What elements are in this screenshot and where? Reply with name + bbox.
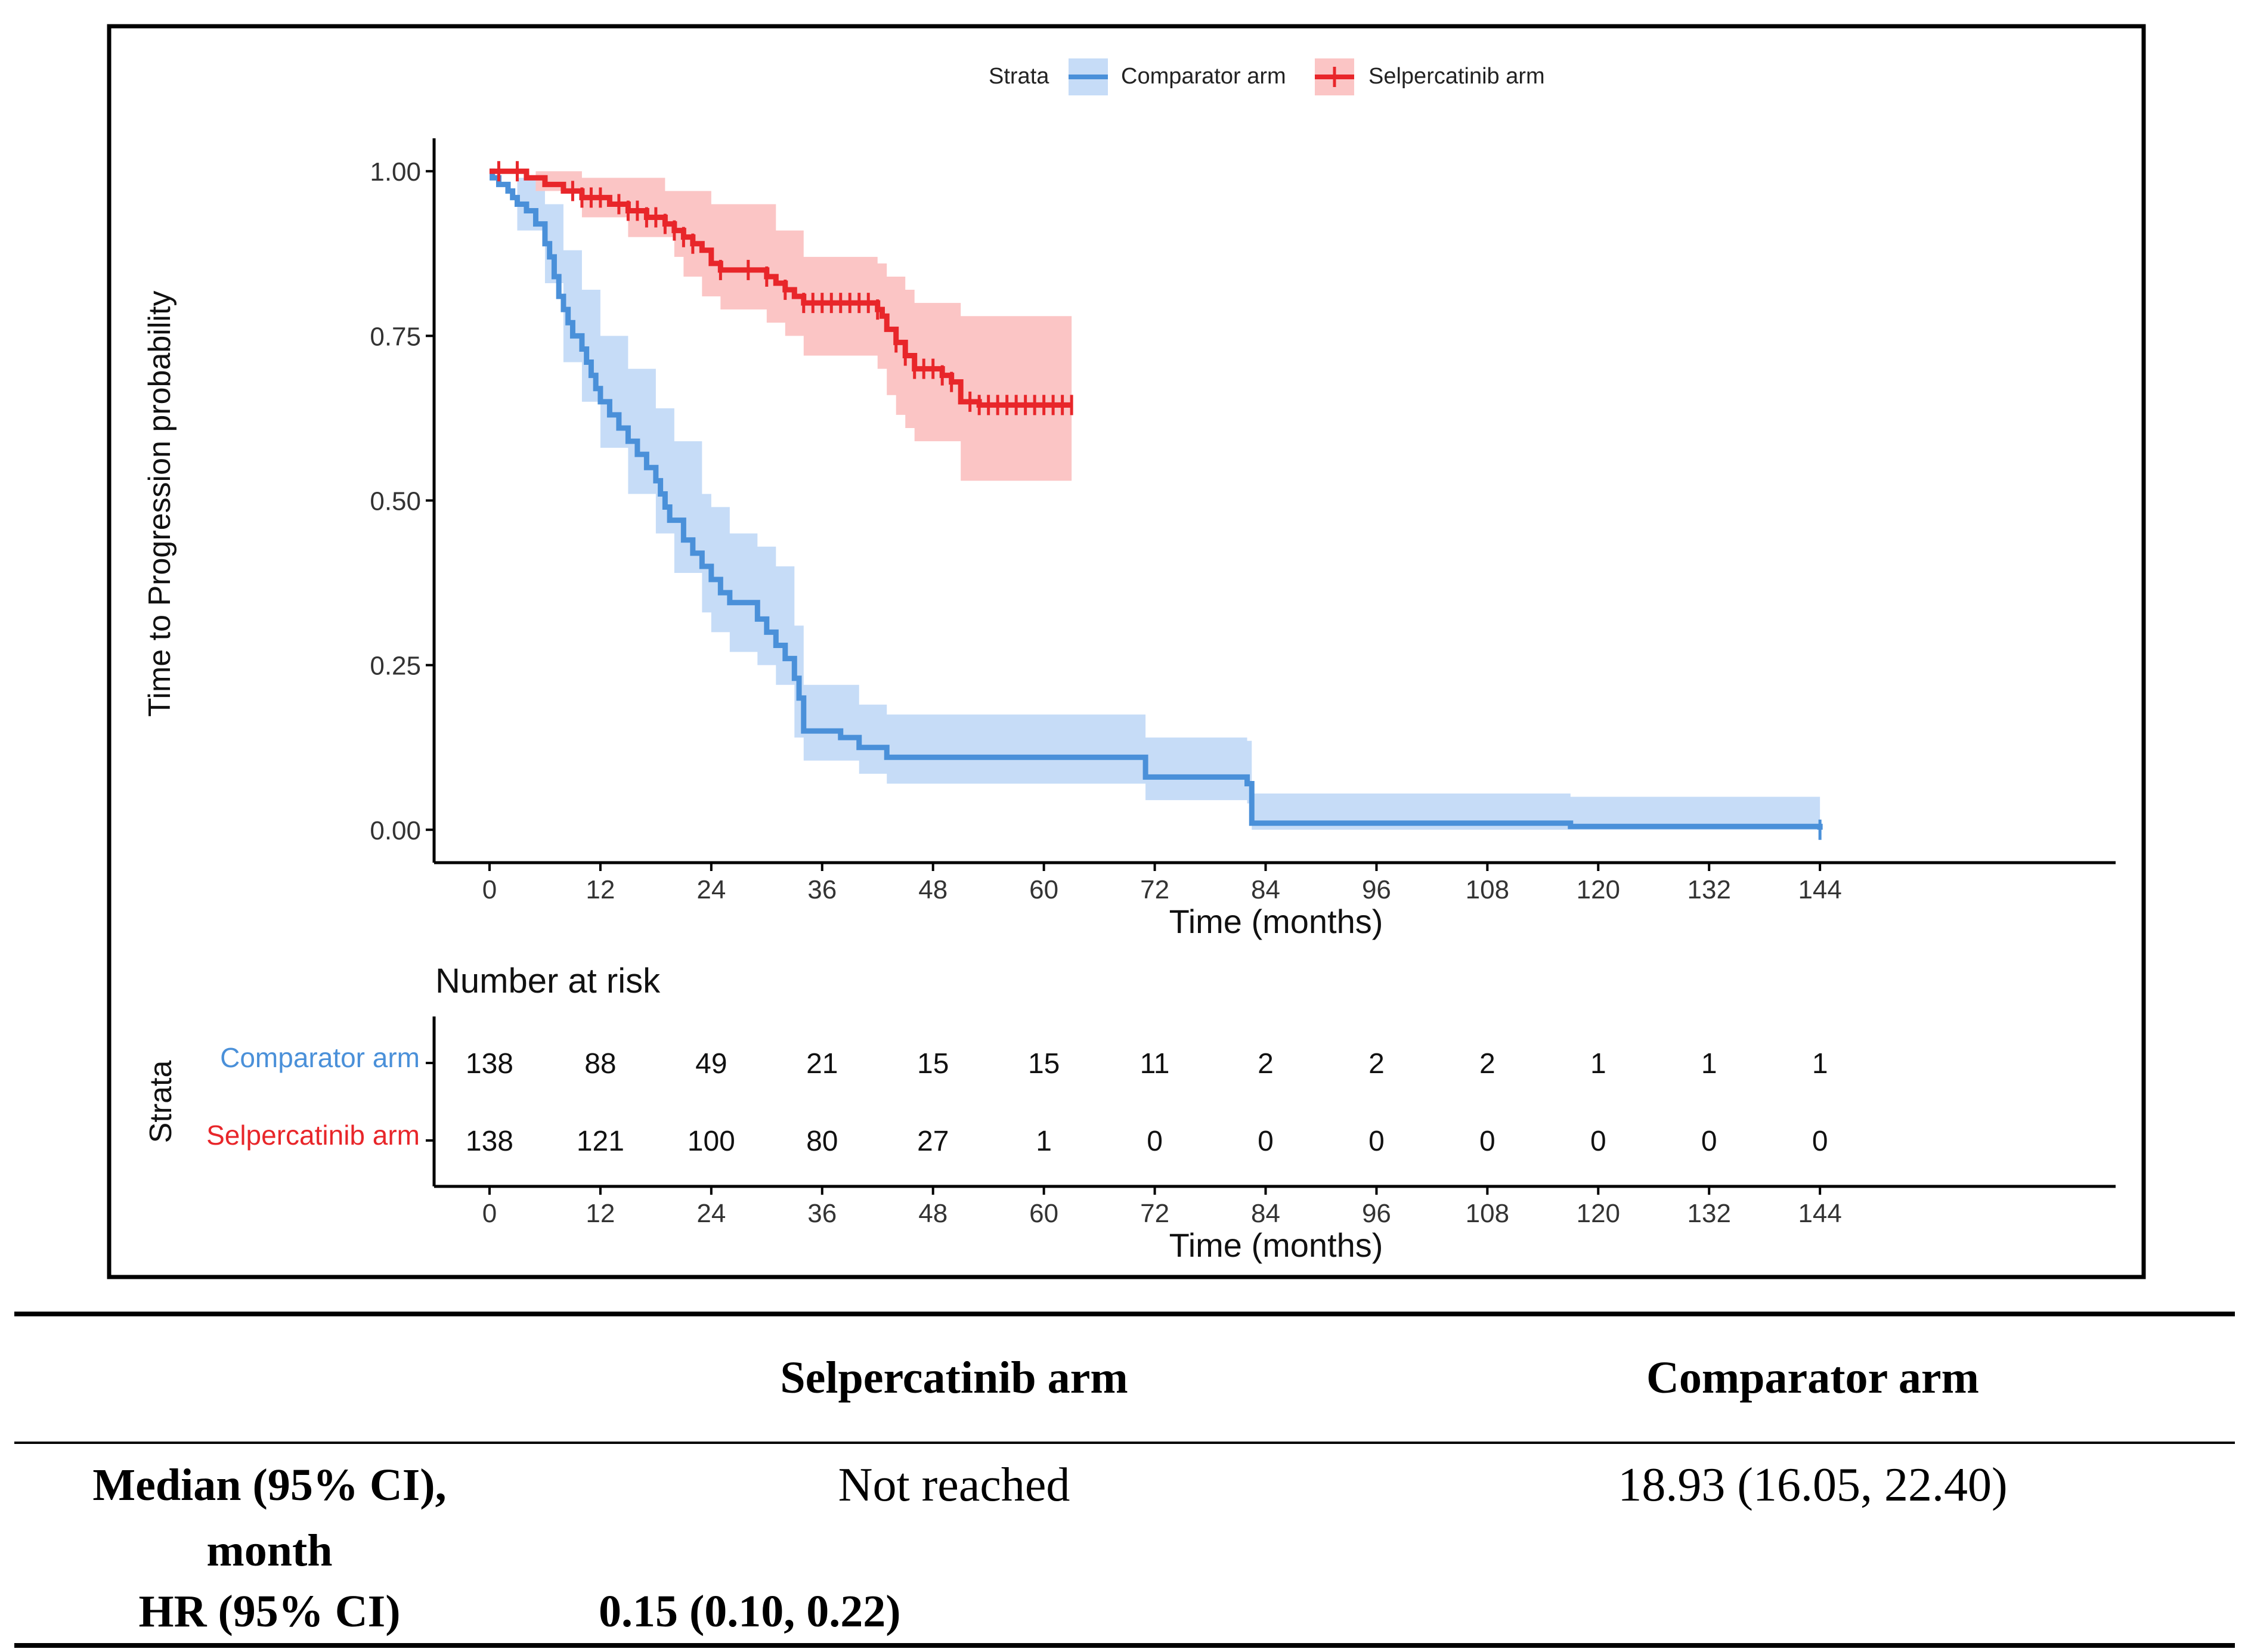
risk-count: 2 bbox=[1368, 1048, 1385, 1080]
risk-count: 138 bbox=[466, 1126, 513, 1157]
main-y-tick-label: 0.25 bbox=[370, 652, 421, 681]
risk-x-tick-label: 36 bbox=[807, 1199, 837, 1228]
main-x-tick-label: 0 bbox=[482, 875, 497, 904]
main-x-tick-label: 108 bbox=[1466, 875, 1509, 904]
median-label-line2: month bbox=[206, 1526, 333, 1576]
ci-bands bbox=[489, 171, 1820, 830]
risk-axes: 0 12 24 36 48 60 72 84 96 108 120 132 144 bbox=[426, 1016, 2116, 1228]
risk-count: 0 bbox=[1147, 1126, 1163, 1157]
risk-row-label-comparator: Comparator arm bbox=[220, 1042, 420, 1073]
risk-x-tick-label: 132 bbox=[1687, 1199, 1731, 1228]
risk-x-tick-label: 48 bbox=[918, 1199, 947, 1228]
risk-count: 0 bbox=[1258, 1126, 1274, 1157]
risk-x-tick-label: 60 bbox=[1029, 1199, 1058, 1228]
legend: Strata Comparator arm Selpercatinib arm bbox=[989, 58, 1545, 95]
risk-x-tick-label: 0 bbox=[482, 1199, 497, 1228]
risk-count: 49 bbox=[695, 1048, 727, 1080]
hr-value: 0.15 (0.10, 0.22) bbox=[599, 1586, 901, 1636]
risk-count: 21 bbox=[806, 1048, 838, 1080]
main-y-tick-label: 1.00 bbox=[370, 157, 421, 187]
risk-row-label-selpercatinib: Selpercatinib arm bbox=[206, 1120, 420, 1151]
risk-count: 15 bbox=[1028, 1048, 1060, 1080]
risk-count: 0 bbox=[1701, 1126, 1717, 1157]
risk-x-tick-label: 120 bbox=[1577, 1199, 1620, 1228]
main-x-tick-label: 144 bbox=[1798, 875, 1841, 904]
results-table: Selpercatinib arm Comparator arm Median … bbox=[14, 1312, 2235, 1651]
risk-count: 100 bbox=[688, 1126, 735, 1157]
main-x-tick-label: 72 bbox=[1140, 875, 1169, 904]
risk-x-tick-label: 108 bbox=[1466, 1199, 1509, 1228]
hr-label: HR (95% CI) bbox=[138, 1586, 401, 1636]
risk-count: 88 bbox=[584, 1048, 616, 1080]
legend-title: Strata bbox=[989, 64, 1049, 89]
main-y-axis-label: Time to Progression probability bbox=[143, 291, 177, 717]
table-rule-top bbox=[14, 1312, 2235, 1316]
risk-count: 121 bbox=[577, 1126, 624, 1157]
risk-count: 1 bbox=[1812, 1048, 1828, 1080]
main-x-tick-label: 48 bbox=[918, 875, 947, 904]
median-selpercatinib: Not reached bbox=[838, 1459, 1070, 1511]
risk-table: Number at risk Strata Comparator arm Sel… bbox=[144, 962, 2116, 1264]
legend-label-selpercatinib: Selpercatinib arm bbox=[1368, 64, 1545, 89]
main-plot: 0.00 0.25 0.50 0.75 1.00 0 12 24 36 48 60 72 84 96 108… bbox=[143, 138, 2116, 940]
risk-x-tick-label: 12 bbox=[586, 1199, 615, 1228]
risk-x-axis-label: Time (months) bbox=[1169, 1226, 1383, 1264]
main-y-tick-label: 0.00 bbox=[370, 816, 421, 845]
table-rule-mid bbox=[14, 1442, 2235, 1444]
main-x-tick-label: 132 bbox=[1687, 875, 1731, 904]
table-header-comparator: Comparator arm bbox=[1646, 1353, 1979, 1403]
risk-x-tick-label: 96 bbox=[1362, 1199, 1391, 1228]
risk-table-title: Number at risk bbox=[435, 962, 661, 1000]
main-y-tick-label: 0.75 bbox=[370, 322, 421, 351]
risk-x-tick-label: 72 bbox=[1140, 1199, 1169, 1228]
table-rule-bottom bbox=[14, 1643, 2235, 1648]
risk-count: 2 bbox=[1258, 1048, 1274, 1080]
table-header-selpercatinib: Selpercatinib arm bbox=[780, 1353, 1128, 1403]
risk-count: 15 bbox=[917, 1048, 949, 1080]
main-x-tick-label: 120 bbox=[1577, 875, 1620, 904]
median-label-line1: Median (95% CI), bbox=[92, 1460, 447, 1510]
risk-count: 80 bbox=[806, 1126, 838, 1157]
main-x-tick-label: 36 bbox=[807, 875, 837, 904]
ci-band-selpercatinib-arm bbox=[489, 171, 1072, 481]
risk-count: 27 bbox=[917, 1126, 949, 1157]
risk-strata-label: Strata bbox=[144, 1061, 178, 1143]
km-figure: Strata Comparator arm Selpercatinib arm … bbox=[107, 24, 2146, 1279]
main-x-axis-label: Time (months) bbox=[1169, 903, 1383, 940]
main-x-tick-label: 60 bbox=[1029, 875, 1058, 904]
risk-count: 1 bbox=[1590, 1048, 1606, 1080]
survival-curve-comparator-arm bbox=[489, 168, 1823, 830]
risk-x-tick-label: 144 bbox=[1798, 1199, 1841, 1228]
risk-count: 1 bbox=[1701, 1048, 1717, 1080]
risk-count: 1 bbox=[1036, 1126, 1052, 1157]
risk-count: 2 bbox=[1479, 1048, 1495, 1080]
legend-label-comparator: Comparator arm bbox=[1121, 64, 1286, 89]
risk-count: 0 bbox=[1368, 1126, 1385, 1157]
risk-x-tick-label: 84 bbox=[1251, 1199, 1280, 1228]
censor-marks bbox=[497, 161, 1822, 840]
risk-count: 11 bbox=[1140, 1048, 1170, 1080]
main-x-tick-label: 24 bbox=[696, 875, 726, 904]
figure-frame bbox=[107, 24, 2146, 1279]
risk-x-tick-label: 24 bbox=[696, 1199, 726, 1228]
risk-count: 138 bbox=[466, 1048, 513, 1080]
main-axes: 0.00 0.25 0.50 0.75 1.00 0 12 24 36 48 60 72 84 96 108… bbox=[370, 138, 2116, 904]
risk-count: 0 bbox=[1590, 1126, 1606, 1157]
median-comparator: 18.93 (16.05, 22.40) bbox=[1618, 1459, 2008, 1511]
main-y-tick-label: 0.50 bbox=[370, 487, 421, 516]
risk-count: 0 bbox=[1812, 1126, 1828, 1157]
main-x-tick-label: 12 bbox=[586, 875, 615, 904]
risk-count: 0 bbox=[1479, 1126, 1495, 1157]
main-x-tick-label: 84 bbox=[1251, 875, 1280, 904]
main-x-tick-label: 96 bbox=[1362, 875, 1391, 904]
